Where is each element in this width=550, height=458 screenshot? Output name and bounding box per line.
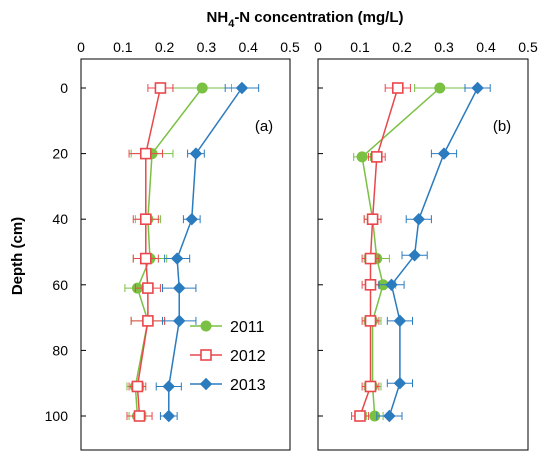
panel-label: (a)	[255, 118, 273, 135]
y-tick-label-60: 60	[52, 277, 68, 293]
legend: 2011 2012 2013	[190, 319, 266, 394]
y-tick-label-80: 80	[52, 342, 68, 358]
point-2013-3	[170, 252, 184, 265]
x-tick-label-0: 0	[314, 39, 322, 55]
point-2012-2	[139, 213, 152, 225]
point-2012-6	[364, 380, 377, 393]
series-line-2011	[134, 87, 203, 417]
point-2012-7	[354, 410, 366, 422]
point-2013-0	[235, 81, 249, 95]
y-axis-title: Depth (cm)	[9, 217, 26, 295]
point-2013-6	[393, 376, 407, 390]
x-tick-label-0.3: 0.3	[197, 39, 217, 55]
point-legend-2013-0	[199, 377, 213, 391]
series-line-2012	[136, 87, 162, 417]
panel-frame	[80, 58, 291, 451]
point-2012-0	[154, 82, 167, 94]
x-tick-label-0.5: 0.5	[518, 39, 538, 55]
legend-label: 2011	[230, 319, 265, 336]
point-2012-1	[370, 151, 383, 163]
panel-label: (b)	[493, 118, 511, 135]
series-line-2013	[168, 87, 243, 416]
point-2012-0	[391, 82, 404, 94]
point-2012-6	[131, 380, 144, 393]
x-tick-label-0.5: 0.5	[280, 39, 300, 55]
panel-frame	[317, 58, 529, 451]
x-axis-title: NH4-N concentration (mg/L)	[207, 9, 404, 30]
point-2011-0	[434, 82, 446, 94]
series-2012	[126, 82, 174, 422]
point-2013-5	[393, 314, 407, 328]
point-2011-0	[196, 82, 208, 94]
y-tick-label-20: 20	[52, 146, 68, 162]
panels: 0 0.1 0.2 0.3 0.4 0.5 (a) 0 0.1 0.2 0.3 0.4 0.5 (b)	[77, 39, 538, 451]
point-2013-4	[385, 278, 398, 292]
x-tick-label-0.3: 0.3	[434, 39, 454, 55]
legend-label: 2013	[230, 377, 266, 394]
point-2012-4	[364, 278, 377, 291]
panel-a: 0 0.1 0.2 0.3 0.4 0.5 (a)	[77, 39, 300, 451]
x-tick-label-0.1: 0.1	[113, 39, 133, 55]
point-2012-7	[133, 410, 146, 422]
x-tick-label-0.4: 0.4	[238, 39, 258, 55]
series-line-2012	[359, 87, 399, 417]
series-line-2011	[361, 87, 441, 417]
series-2012	[351, 82, 411, 422]
series-2013	[155, 81, 260, 423]
series-line-2013	[388, 87, 479, 417]
x-tick-label-0.4: 0.4	[476, 39, 496, 55]
x-tick-label-0.2: 0.2	[392, 39, 412, 55]
point-2013-4	[173, 281, 186, 295]
legend-item-2011: 2011	[190, 319, 265, 336]
point-2012-3	[139, 252, 152, 265]
point-2012-5	[142, 315, 154, 327]
legend-item-2012: 2012	[190, 348, 266, 365]
point-2012-5	[364, 315, 377, 327]
point-2013-2	[185, 212, 198, 226]
point-2012-3	[364, 252, 377, 265]
point-2013-3	[408, 249, 421, 262]
point-legend-2011-0	[200, 320, 212, 332]
point-2013-0	[471, 81, 484, 95]
point-2011-1	[356, 151, 368, 163]
point-2013-2	[412, 212, 426, 226]
legend-label: 2012	[230, 348, 266, 365]
series-2013	[376, 81, 491, 423]
y-tick-label-0: 0	[60, 80, 68, 96]
point-2013-7	[162, 409, 175, 423]
point-2012-4	[142, 282, 154, 294]
point-2013-7	[383, 409, 396, 423]
x-tick-label-0.2: 0.2	[155, 39, 175, 55]
y-tick-label-40: 40	[52, 211, 68, 227]
point-2012-2	[366, 213, 379, 225]
series-2011	[124, 82, 232, 422]
point-2012-1	[139, 147, 152, 160]
point-2013-1	[437, 147, 451, 160]
point-2013-5	[173, 314, 186, 328]
point-2013-1	[189, 147, 203, 160]
x-tick-label-0.1: 0.1	[350, 39, 370, 55]
point-legend-2012-0	[200, 349, 212, 361]
legend-item-2013: 2013	[190, 377, 266, 394]
y-axis-tick-labels: 0 20 40 60 80 100	[45, 80, 69, 424]
y-tick-label-100: 100	[45, 408, 69, 424]
point-2013-6	[162, 380, 175, 393]
panel-b: 0 0.1 0.2 0.3 0.4 0.5 (b)	[314, 39, 538, 451]
x-tick-label-0: 0	[77, 39, 85, 55]
